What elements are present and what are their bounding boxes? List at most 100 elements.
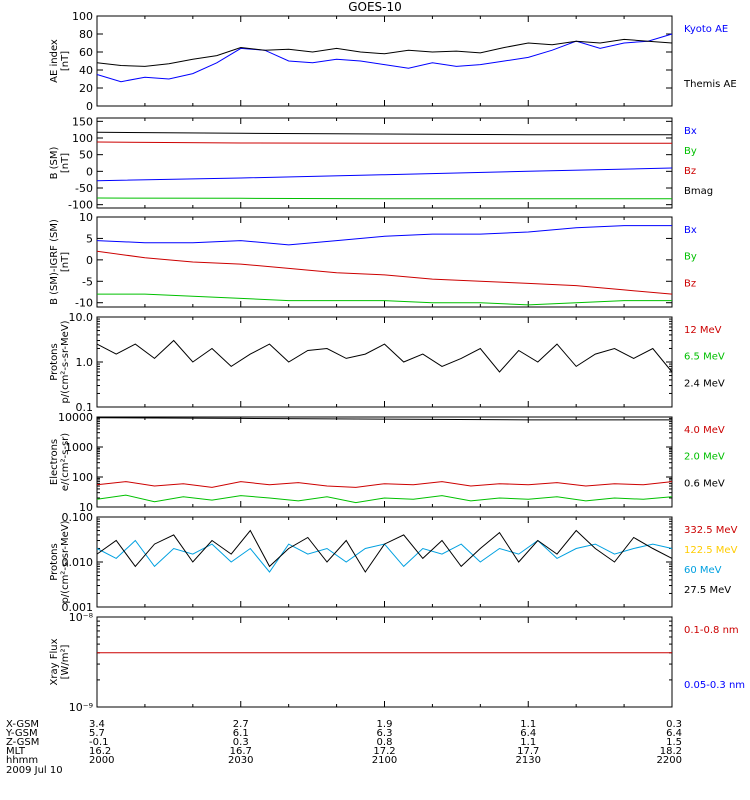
y-tick-label: 20 [79, 82, 93, 95]
series-line-2-0-mev [96, 494, 673, 504]
legend-entry: 12 MeV [684, 325, 722, 336]
series-line-kyoto-ae [96, 33, 673, 83]
x-table-value: 2.7 [233, 719, 249, 730]
panel-frame [96, 117, 673, 209]
y-tick-label: 10⁻⁹ [69, 701, 93, 714]
x-table-value: 1.9 [377, 719, 393, 730]
legend-entry: 6.5 MeV [684, 352, 725, 363]
x-table-value: 2000 [89, 755, 114, 766]
y-axis-label: e/(cm²-s-sr) [60, 433, 71, 491]
x-table-value: 6.4 [520, 728, 536, 739]
series-line-60-mev [96, 539, 673, 573]
series-line-4-0-mev [96, 481, 673, 488]
panel-protons-high: 0.001 0.010 0.100 Protons p/(cm²-s-sr-MeV) 33… [49, 511, 738, 614]
y-axis-label: [nT] [60, 153, 71, 173]
legend-entry: Bx [684, 225, 697, 236]
legend-entry: Bmag [684, 186, 713, 197]
panel-bsm-igrf: -10 -5 0 5 10 B (SM)-IGRF (SM) [nT] Bx By Bz [49, 211, 697, 310]
series-line-bz [96, 250, 673, 295]
x-table-value: 16.7 [230, 746, 252, 757]
y-axis-label: [nT] [60, 51, 71, 71]
legend-entry: By [684, 146, 697, 157]
x-table-value: 0.3 [666, 719, 682, 730]
panel-frame [96, 316, 673, 408]
y-tick-label: -50 [75, 182, 93, 195]
panel-frame [96, 616, 673, 708]
x-table-row-label: hhmm [6, 755, 38, 766]
legend-entry: 0.05-0.3 nm [684, 680, 745, 691]
series-line-by [97, 293, 672, 306]
x-table-value: 5.7 [89, 728, 105, 739]
x-table-value: 6.4 [666, 728, 682, 739]
y-tick-label: 0.001 [62, 601, 94, 614]
series-line-0-6-mev [96, 417, 672, 421]
legend-entry: 60 MeV [684, 565, 722, 576]
y-tick-label: 10⁻⁸ [69, 611, 94, 624]
panel-frame [96, 416, 673, 508]
chart-title: GOES-10 [348, 0, 402, 14]
x-axis-table: X-GSM 3.4 2.7 1.9 1.1 0.3 Y-GSM 5.7 6.1 6.3 6.4 6.4… [5, 719, 682, 766]
series-line-themis-ae [96, 38, 673, 67]
y-tick-label: 40 [79, 64, 93, 77]
x-table-row-label: Z-GSM [6, 737, 39, 748]
series-line-bmag [96, 131, 672, 136]
panel-xray: 10⁻⁹ 10⁻⁸ Xray Flux [W/m²] 0.1-0.8 nm 0.05-0.… [49, 611, 745, 714]
legend-entry: 2.0 MeV [684, 452, 725, 463]
legend-entry: 0.6 MeV [684, 478, 725, 489]
x-table-value: 2100 [372, 755, 397, 766]
y-axis-label: p/(cm²-s-sr-MeV) [60, 520, 71, 603]
y-tick-label: 0.1 [76, 401, 94, 414]
y-tick-label: -10 [75, 297, 93, 310]
panel-electrons: 10 100 1000 10000 Electrons e/(cm²-s-sr) 4.0 M… [49, 411, 725, 514]
x-table-value: 2030 [228, 755, 253, 766]
x-table-value: 2130 [516, 755, 541, 766]
y-axis-label: Protons [49, 543, 60, 580]
legend-entry: By [684, 252, 697, 263]
series-line-by [96, 197, 672, 200]
panel-protons-low: 0.1 1.0 10.0 Protons p/(cm²-s-sr-MeV) 12 MeV 6… [49, 311, 725, 414]
y-axis-label: Protons [49, 343, 60, 380]
y-tick-label: 10 [79, 211, 93, 224]
x-table-value: 0.8 [377, 737, 393, 748]
x-table-row-label: MLT [6, 746, 26, 757]
y-tick-label: -5 [82, 275, 93, 288]
panel-ae: 0 20 40 60 80 100 AE index [nT] Kyoto AE Themis A… [49, 10, 737, 113]
y-tick-label: 0 [86, 254, 93, 267]
y-axis-label: AE index [49, 39, 60, 83]
series-line-bx [96, 167, 673, 182]
x-table-value: 17.7 [517, 746, 539, 757]
y-tick-label: 150 [72, 115, 93, 128]
y-tick-label: 50 [79, 149, 93, 162]
panel-bsm: -100 -50 0 50 100 150 B (SM) [nT] Bx By Bz Bmag [49, 115, 713, 211]
y-tick-label: 10.0 [69, 311, 94, 324]
y-tick-label: 60 [79, 46, 93, 59]
legend-entry: 4.0 MeV [684, 425, 725, 436]
x-table-value: 0.3 [233, 737, 249, 748]
y-tick-label: 0 [86, 165, 93, 178]
x-table-row-label: Y-GSM [5, 728, 38, 739]
legend-entry: 332.5 MeV [684, 525, 738, 536]
legend-entry: 2.4 MeV [684, 378, 725, 389]
series-line-bx [96, 225, 672, 246]
legend-entry: 27.5 MeV [684, 585, 731, 596]
panel-frame [96, 516, 673, 608]
y-tick-label: 10000 [58, 411, 93, 424]
y-axis-label: Xray Flux [49, 638, 60, 685]
x-table-value: 1.1 [520, 737, 536, 748]
legend-entry: Themis AE [683, 79, 737, 90]
legend-entry: 122.5 MeV [684, 545, 738, 556]
legend-entry: Bx [684, 126, 697, 137]
y-tick-label: 100 [72, 471, 93, 484]
y-axis-label: [W/m²] [60, 644, 71, 679]
y-axis-label: p/(cm²-s-sr-MeV) [60, 320, 71, 403]
panel-frame [96, 216, 673, 308]
y-tick-label: 80 [79, 28, 93, 41]
y-axis-label: Electrons [49, 439, 60, 485]
x-table-value: 3.4 [89, 719, 105, 730]
series-line-27-5-mev [96, 529, 673, 573]
x-table-value: 18.2 [660, 746, 682, 757]
y-axis-label: [nT] [60, 252, 71, 272]
y-tick-label: 1.0 [76, 356, 94, 369]
legend-entry: 0.1-0.8 nm [684, 625, 739, 636]
